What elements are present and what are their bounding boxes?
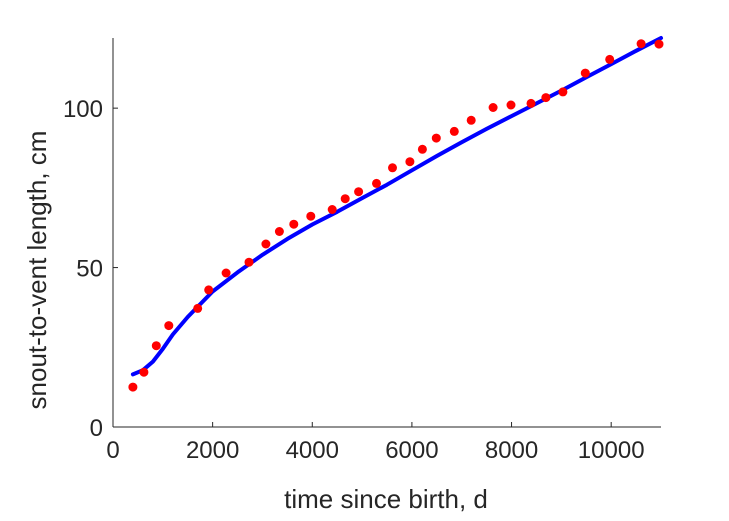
data-point (466, 115, 476, 125)
data-point (274, 227, 284, 236)
x-tick-label: 8000 (485, 437, 538, 464)
y-axis-label: snout-to-vent length, cm (22, 131, 52, 410)
data-point (605, 54, 615, 64)
y-tick-label: 100 (63, 96, 103, 123)
y-axis: 0 50 100 (63, 38, 118, 442)
data-point (388, 163, 397, 173)
data-point (151, 341, 161, 351)
x-tick-label: 4000 (286, 437, 339, 464)
data-point (306, 211, 316, 221)
data-point (261, 239, 271, 249)
fit-curve (130, 36, 663, 377)
data-point (204, 285, 214, 295)
data-point (541, 93, 551, 103)
data-point (193, 303, 203, 313)
x-axis-label: time since birth, d (284, 484, 488, 514)
data-point (139, 367, 149, 377)
data-point (354, 187, 364, 197)
data-point (372, 178, 381, 188)
data-point (128, 382, 138, 392)
data-point (417, 144, 427, 154)
data-point (449, 126, 459, 136)
data-point (654, 39, 664, 49)
y-tick-label: 50 (76, 256, 103, 283)
data-point (289, 219, 299, 229)
x-axis: 0 2000 4000 6000 8000 10000 (106, 422, 661, 464)
y-tick-label: 0 (90, 415, 103, 442)
data-point (405, 157, 415, 167)
data-point (488, 103, 498, 112)
data-point (636, 39, 646, 49)
x-tick-label: 10000 (578, 437, 645, 464)
x-tick-label: 6000 (385, 437, 438, 464)
data-point (327, 205, 337, 214)
data-point (164, 321, 174, 331)
data-point (431, 133, 441, 143)
plot-area (128, 36, 664, 392)
data-point (580, 68, 590, 78)
data-point (526, 98, 536, 108)
data-point (244, 257, 254, 267)
data-point (558, 87, 568, 97)
data-point (506, 100, 516, 110)
x-tick-label: 2000 (186, 437, 239, 464)
x-tick-label: 0 (106, 437, 119, 464)
data-point (340, 194, 350, 204)
data-point (221, 268, 231, 278)
